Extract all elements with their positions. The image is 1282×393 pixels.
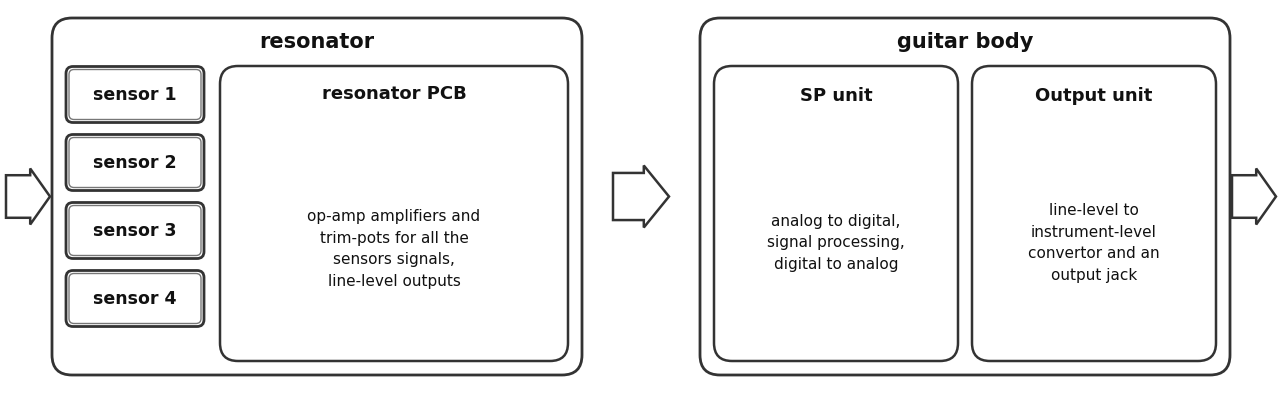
Text: guitar body: guitar body <box>897 32 1033 52</box>
FancyBboxPatch shape <box>65 134 204 191</box>
Text: op-amp amplifiers and
trim-pots for all the
sensors signals,
line-level outputs: op-amp amplifiers and trim-pots for all … <box>308 209 481 289</box>
Text: resonator PCB: resonator PCB <box>322 85 467 103</box>
Polygon shape <box>613 165 669 228</box>
FancyBboxPatch shape <box>69 274 201 323</box>
Text: sensor 4: sensor 4 <box>94 290 177 307</box>
FancyBboxPatch shape <box>65 270 204 327</box>
FancyBboxPatch shape <box>53 18 582 375</box>
Text: Output unit: Output unit <box>1036 87 1153 105</box>
Text: analog to digital,
signal processing,
digital to analog: analog to digital, signal processing, di… <box>767 214 905 272</box>
Text: sensor 3: sensor 3 <box>94 222 177 239</box>
Text: sensor 1: sensor 1 <box>94 86 177 103</box>
FancyBboxPatch shape <box>65 202 204 259</box>
Text: line-level to
instrument-level
convertor and an
output jack: line-level to instrument-level convertor… <box>1028 203 1160 283</box>
FancyBboxPatch shape <box>69 206 201 255</box>
FancyBboxPatch shape <box>69 138 201 187</box>
FancyBboxPatch shape <box>221 66 568 361</box>
Text: SP unit: SP unit <box>800 87 872 105</box>
Polygon shape <box>6 169 50 224</box>
FancyBboxPatch shape <box>714 66 958 361</box>
Text: sensor 2: sensor 2 <box>94 154 177 171</box>
FancyBboxPatch shape <box>700 18 1229 375</box>
Text: resonator: resonator <box>259 32 374 52</box>
FancyBboxPatch shape <box>972 66 1217 361</box>
FancyBboxPatch shape <box>65 66 204 123</box>
Polygon shape <box>1232 169 1276 224</box>
FancyBboxPatch shape <box>69 70 201 119</box>
